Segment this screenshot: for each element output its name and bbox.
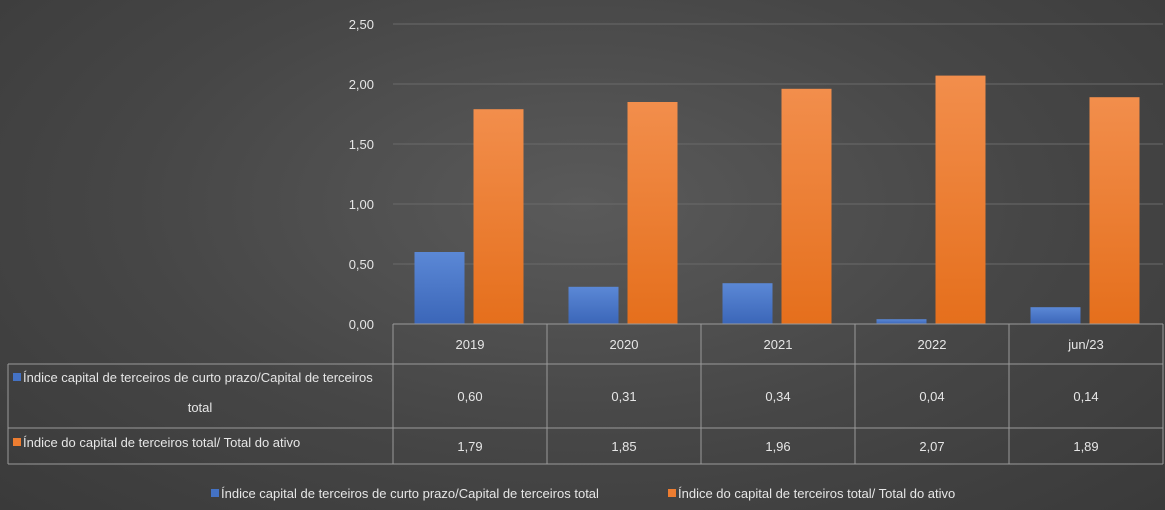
bar-series-2-2022 — [935, 75, 986, 324]
legend-label-series-1: Índice capital de terceiros de curto pra… — [221, 486, 599, 501]
data-label: 2,07 — [919, 439, 944, 454]
data-label: 1,79 — [457, 439, 482, 454]
legend-label-series-2: Índice do capital de terceiros total/ To… — [678, 486, 955, 501]
y-tick-label: 1,50 — [349, 137, 374, 152]
bar-series-1-2019 — [414, 252, 465, 324]
bar-series-2-jun-23 — [1089, 97, 1140, 324]
bars — [414, 75, 1140, 324]
data-label: 1,85 — [611, 439, 636, 454]
category-label: 2019 — [456, 337, 485, 352]
row-header-series-1: Índice capital de terceiros de curto pra… — [23, 370, 373, 385]
category-label: jun/23 — [1067, 337, 1103, 352]
bar-series-2-2021 — [781, 88, 832, 324]
y-tick-label: 2,00 — [349, 77, 374, 92]
row-header-series-1-line-2: total — [188, 400, 213, 415]
y-tick-label: 1,00 — [349, 197, 374, 212]
category-label: 2020 — [610, 337, 639, 352]
category-label: 2022 — [918, 337, 947, 352]
y-tick-label: 2,50 — [349, 17, 374, 32]
data-table: 2019 2020 2021 2022 jun/23 0,60 0,31 0,34 0,04 0,… — [7, 323, 1164, 465]
data-label: 1,96 — [765, 439, 790, 454]
y-tick-label: 0,50 — [349, 257, 374, 272]
y-axis: 0,00 0,50 1,00 1,50 2,00 2,50 — [349, 17, 374, 332]
bar-series-1-2020 — [568, 286, 619, 324]
category-label: 2021 — [764, 337, 793, 352]
bar-series-2-2020 — [627, 102, 678, 324]
legend-swatch-series-2 — [668, 489, 676, 497]
data-label: 1,89 — [1073, 439, 1098, 454]
series-2-key — [13, 438, 21, 446]
bar-series-2-2019 — [473, 109, 524, 324]
data-label: 0,04 — [919, 389, 944, 404]
data-label: 0,14 — [1073, 389, 1098, 404]
row-header-series-2: Índice do capital de terceiros total/ To… — [23, 435, 300, 450]
bar-series-1-jun-23 — [1030, 307, 1081, 324]
bar-series-1-2022 — [876, 319, 927, 324]
data-label: 0,60 — [457, 389, 482, 404]
legend-swatch-series-1 — [211, 489, 219, 497]
data-label: 0,34 — [765, 389, 790, 404]
y-tick-label: 0,00 — [349, 317, 374, 332]
data-label: 0,31 — [611, 389, 636, 404]
bar-series-1-2021 — [722, 283, 773, 324]
legend: Índice capital de terceiros de curto pra… — [211, 486, 955, 501]
series-1-key — [13, 373, 21, 381]
